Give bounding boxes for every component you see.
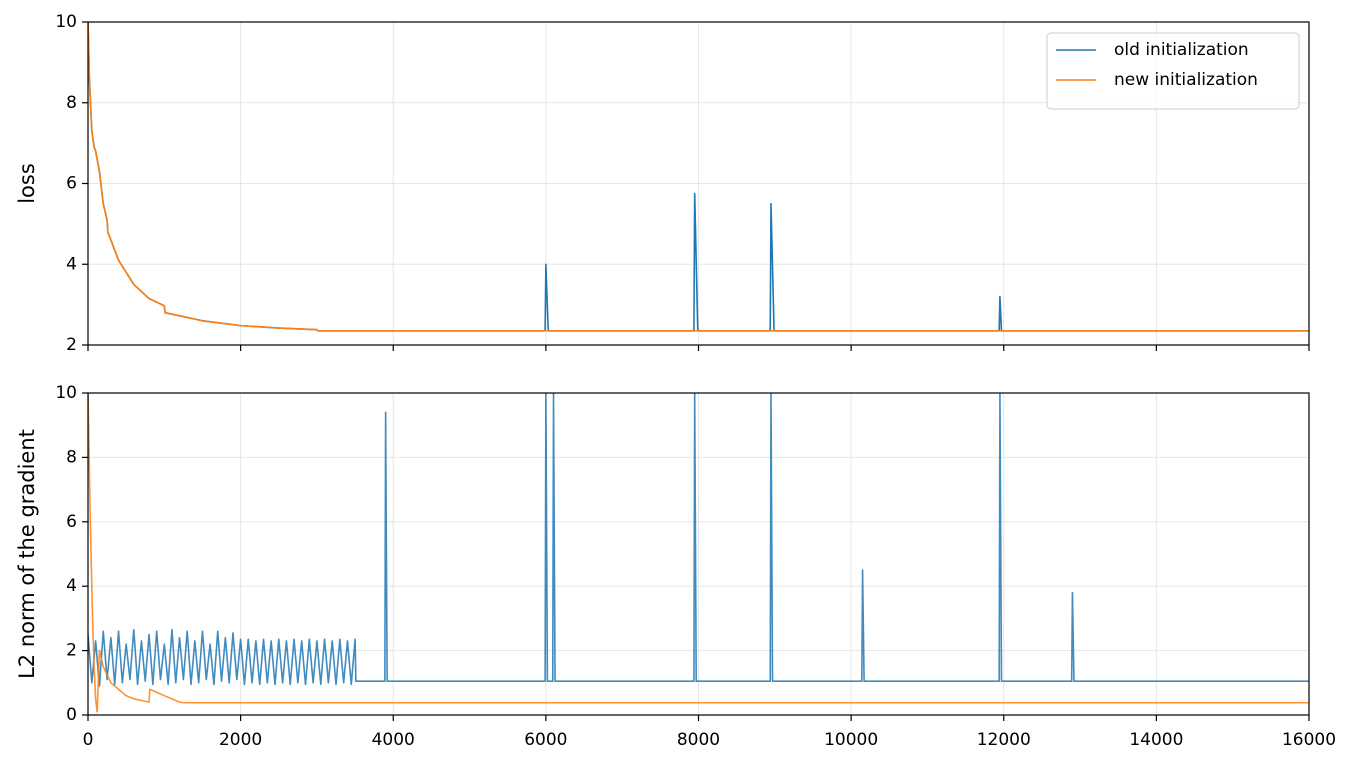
x-tick-label: 10000: [824, 730, 878, 750]
x-tick-label: 8000: [677, 730, 720, 750]
y-tick-label: 8: [66, 93, 77, 113]
x-tick-label: 2000: [219, 730, 262, 750]
x-tick-label: 14000: [1129, 730, 1183, 750]
y-tick-label: 6: [66, 174, 77, 194]
y-tick-label: 2: [66, 335, 77, 355]
legend-label: new initialization: [1114, 70, 1258, 90]
axes-frame: [87, 392, 1310, 716]
y-axis-label: loss: [15, 163, 39, 204]
plot-area: [88, 22, 1309, 332]
line-series: [88, 393, 1309, 713]
x-tick-label: 12000: [977, 730, 1031, 750]
y-tick-label: 10: [55, 383, 77, 403]
plot-area: [88, 393, 1309, 713]
x-tick-label: 4000: [372, 730, 415, 750]
y-tick-label: 8: [66, 447, 77, 467]
y-tick-label: 10: [55, 12, 77, 32]
line-series: [88, 22, 1309, 332]
x-tick-label: 16000: [1282, 730, 1336, 750]
line-series: [88, 393, 1309, 687]
axes-frame: [87, 21, 1310, 346]
y-tick-label: 4: [66, 576, 77, 596]
x-tick-label: 6000: [524, 730, 567, 750]
y-tick-label: 2: [66, 641, 77, 661]
legend-label: old initialization: [1114, 40, 1249, 60]
y-axis-label: L2 norm of the gradient: [15, 429, 39, 679]
y-tick-label: 6: [66, 512, 77, 532]
y-tick-label: 0: [66, 705, 77, 725]
x-tick-label: 0: [83, 730, 94, 750]
legend-box: [1046, 32, 1300, 110]
y-tick-label: 4: [66, 254, 77, 274]
